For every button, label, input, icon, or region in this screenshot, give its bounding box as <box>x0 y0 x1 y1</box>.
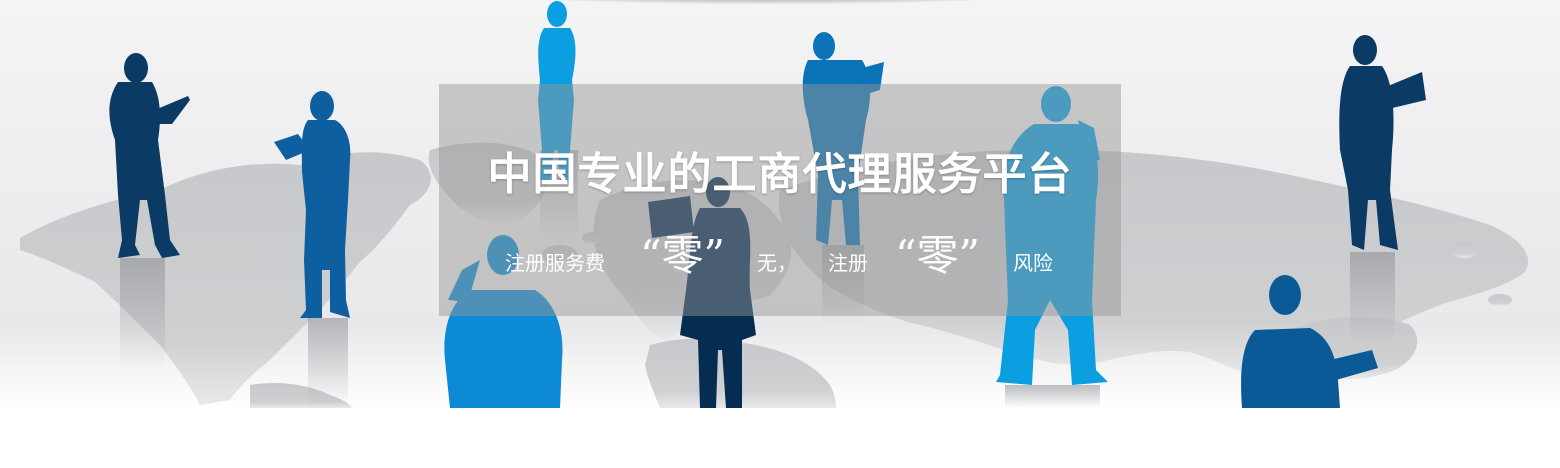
headline-overlay-panel <box>439 84 1121 316</box>
person-silhouette-laptop-right <box>1339 35 1426 250</box>
person-silhouette-tablet-man <box>802 32 884 245</box>
silhouette-reflections <box>120 150 1395 408</box>
banner-headline: 中国专业的工商代理服务平台 <box>487 149 1073 200</box>
tagline-service-fee: 注册服务费 <box>505 251 605 275</box>
top-shadow <box>470 0 1070 4</box>
tagline-zero-2: “零” <box>895 231 980 280</box>
person-silhouette-laptop-woman <box>648 177 756 408</box>
person-silhouette-tablet-bottom-right <box>1241 275 1378 408</box>
person-silhouette-phone-man <box>996 86 1108 385</box>
person-silhouette-phone-woman <box>538 1 576 182</box>
tagline-risk: 风险 <box>1013 251 1053 275</box>
person-silhouette-phone-man-front <box>444 235 563 408</box>
tagline-none: 无， <box>757 251 797 275</box>
tagline-register: 注册 <box>828 251 868 275</box>
person-silhouette-tablet-woman <box>274 91 351 318</box>
person-silhouette-laptop-left <box>109 53 190 258</box>
tagline-zero-1: “零” <box>640 231 725 280</box>
